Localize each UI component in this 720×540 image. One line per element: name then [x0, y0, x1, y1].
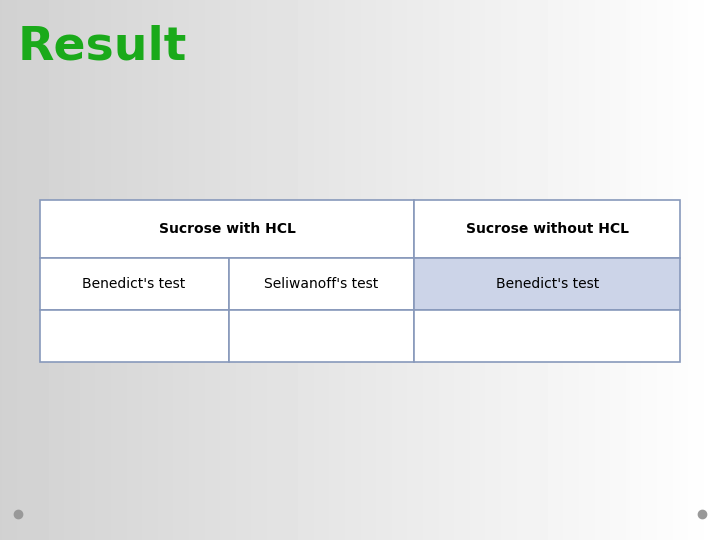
Bar — [229, 310, 415, 362]
Text: Benedict's test: Benedict's test — [496, 277, 599, 291]
Bar — [415, 310, 680, 362]
Text: Sucrose with HCL: Sucrose with HCL — [158, 222, 295, 236]
Text: Benedict's test: Benedict's test — [83, 277, 186, 291]
Bar — [415, 200, 680, 258]
Text: Result: Result — [18, 24, 187, 69]
Text: Sucrose without HCL: Sucrose without HCL — [466, 222, 629, 236]
Bar — [40, 258, 229, 310]
Bar — [415, 258, 680, 310]
Bar — [40, 310, 229, 362]
Text: Seliwanoff's test: Seliwanoff's test — [264, 277, 379, 291]
Bar — [40, 200, 415, 258]
Bar — [229, 258, 415, 310]
